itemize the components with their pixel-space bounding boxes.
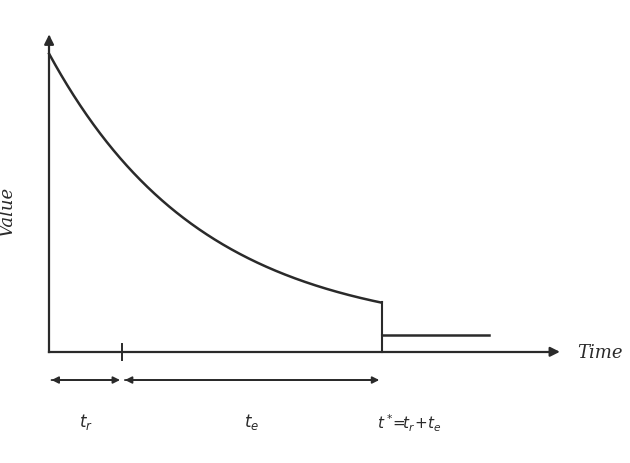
Text: Value: Value <box>0 186 16 236</box>
Text: $t_r$: $t_r$ <box>79 412 93 432</box>
Text: $t^*\!\!=\!\!t_r\!+\!t_e$: $t^*\!\!=\!\!t_r\!+\!t_e$ <box>377 412 442 433</box>
Text: Time: Time <box>577 343 623 361</box>
Text: $t_e$: $t_e$ <box>244 412 260 432</box>
